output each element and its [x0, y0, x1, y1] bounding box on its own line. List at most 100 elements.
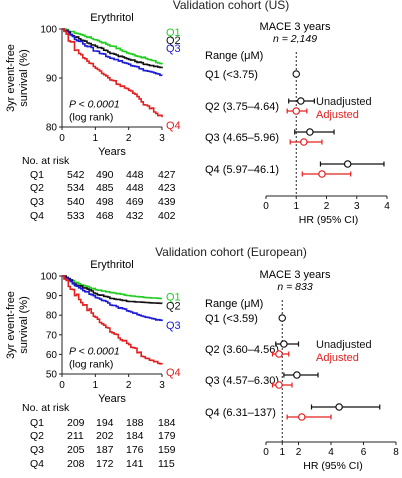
km-end-label-q1: Q1 — [166, 27, 181, 39]
risk-row-label: Q2 — [30, 430, 44, 442]
km-y-tick-label: 90 — [46, 291, 58, 302]
forest-point-unadj — [335, 403, 343, 411]
km-pvalue-test: (log rank) — [69, 111, 113, 123]
panel-european: Validation cohort (European) Erythritol 5… — [5, 245, 399, 472]
forest-reference-point — [292, 70, 300, 78]
km-x-tick-label: 2 — [126, 380, 132, 391]
forest-point-adj — [275, 381, 283, 389]
forest-x-tick-label: 6 — [361, 447, 367, 458]
risk-cell: 485 — [96, 182, 114, 194]
risk-cell: 208 — [67, 458, 85, 470]
forest-x-tick-label: 4 — [384, 201, 390, 212]
risk-cell: 202 — [96, 430, 114, 442]
forest-range-label: Range (μM) — [205, 298, 263, 310]
risk-row-label: Q3 — [30, 444, 44, 456]
risk-row-label: Q4 — [30, 458, 44, 470]
km-curve-q3 — [62, 28, 163, 77]
risk-row-label: Q1 — [30, 417, 44, 429]
forest-x-tick-label: 4 — [328, 447, 334, 458]
km-y-label: 3yr event-freesurvival (%) — [5, 291, 30, 359]
risk-row-label: Q3 — [30, 196, 44, 208]
km-y-tick-label: 60 — [46, 350, 58, 361]
forest-x-tick-label: 2 — [296, 447, 302, 458]
risk-cell: 533 — [67, 210, 85, 222]
forest-x-tick-label: 3 — [354, 201, 360, 212]
risk-cell: 176 — [126, 444, 144, 456]
risk-row-label: Q1 — [30, 169, 44, 181]
km-pvalue: P < 0.0001 — [69, 98, 120, 110]
km-x-tick-label: 2 — [126, 133, 132, 144]
risk-cell: 498 — [96, 196, 114, 208]
forest-point-unadj — [296, 97, 305, 105]
risk-cell: 115 — [158, 458, 175, 470]
km-curve-q2 — [62, 275, 163, 305]
forest-row-label: Q2 (3.60–4.56) — [205, 344, 279, 356]
km-y-tick-label: 100 — [40, 272, 57, 283]
forest-row-label: Q3 (4.65–5.96) — [205, 132, 279, 144]
km-title: Erythritol — [90, 259, 133, 271]
risk-cell: 187 — [96, 444, 114, 456]
forest-range-label: Range (μM) — [205, 50, 263, 62]
forest-row-label: Q3 (4.57–6.30) — [205, 375, 279, 387]
km-curve-q3 — [62, 275, 163, 322]
forest-row-label: Q1 (<3.75) — [205, 69, 258, 81]
risk-table-title: No. at risk — [22, 155, 70, 167]
risk-cell: 468 — [96, 210, 114, 222]
km-curve-q4 — [62, 275, 163, 365]
risk-cell: 448 — [126, 182, 144, 194]
panel-us: Validation cohort (US) Erythritol8090100… — [5, 0, 390, 226]
km-y-label: 3yr event-freesurvival (%) — [5, 44, 30, 112]
risk-cell: 490 — [96, 169, 114, 181]
km-y-label-line: survival (%) — [18, 296, 30, 353]
km-end-label-q3: Q3 — [166, 320, 181, 332]
risk-cell: 439 — [158, 196, 176, 208]
forest-point-unadj — [293, 371, 301, 379]
risk-cell: 427 — [158, 169, 176, 181]
forest-row-label: Q4 (5.97–46.1) — [205, 164, 279, 176]
km-x-label: Years — [98, 393, 126, 405]
forest-reference-point — [278, 314, 286, 322]
forest-row-label: Q1 (<3.59) — [205, 313, 258, 325]
forest-point-unadj — [306, 128, 314, 136]
forest-x-tick-label: 0 — [263, 201, 269, 212]
km-curve-q1 — [62, 275, 162, 300]
km-pvalue-test: (log rank) — [69, 358, 113, 370]
km-y-tick-label: 90 — [46, 74, 58, 85]
km-end-label-q3: Q3 — [166, 43, 181, 55]
panel-title: Validation cohort (European) — [155, 245, 307, 259]
forest-x-tick-label: 8 — [393, 447, 399, 458]
risk-cell: 211 — [67, 430, 84, 442]
risk-row-label: Q2 — [30, 182, 44, 194]
risk-cell: 540 — [67, 196, 85, 208]
forest-x-tick-label: 0 — [263, 447, 269, 458]
risk-cell: 194 — [96, 417, 114, 429]
km-curve-q4 — [62, 28, 163, 118]
km-curve-q1 — [62, 28, 163, 65]
forest-row-label: Q2 (3.75–4.64) — [205, 101, 279, 113]
km-y-tick-label: 70 — [46, 330, 58, 341]
risk-cell: 159 — [158, 444, 176, 456]
risk-table-title: No. at risk — [22, 402, 70, 414]
km-pvalue: P < 0.0001 — [69, 345, 120, 357]
risk-cell: 172 — [96, 458, 114, 470]
km-x-tick-label: 1 — [93, 380, 99, 391]
risk-cell: 184 — [158, 417, 176, 429]
forest-point-adj — [300, 138, 308, 146]
km-title: Erythritol — [90, 12, 133, 24]
forest-point-adj — [318, 170, 326, 178]
risk-cell: 205 — [67, 444, 85, 456]
legend-unadjusted: Unadjusted — [316, 339, 372, 351]
risk-cell: 469 — [126, 196, 144, 208]
km-x-tick-label: 3 — [159, 133, 165, 144]
km-curve-q2 — [62, 28, 163, 69]
km-end-label-q4: Q4 — [166, 120, 181, 132]
km-y-tick-label: 50 — [46, 370, 58, 381]
km-y-label-line: 3yr event-free — [5, 44, 17, 112]
forest-x-label: HR (95% CI) — [299, 214, 359, 226]
risk-row-label: Q4 — [30, 210, 44, 222]
legend-adjusted: Adjusted — [316, 352, 359, 364]
forest-point-adj — [297, 413, 306, 421]
km-x-tick-label: 0 — [59, 380, 65, 391]
km-x-label: Years — [98, 146, 126, 158]
